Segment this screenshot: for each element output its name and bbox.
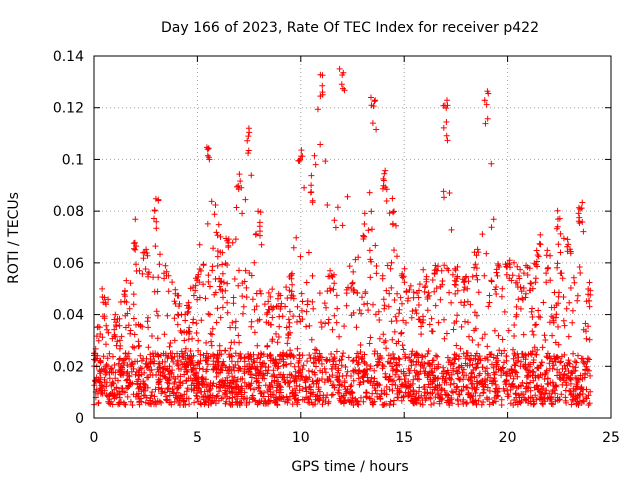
x-tick-label: 5	[193, 430, 202, 446]
x-tick-label: 15	[395, 430, 413, 446]
plot-frame	[93, 55, 612, 419]
y-tick-label: 0.08	[53, 204, 84, 220]
y-tick-label: 0.12	[53, 101, 84, 117]
axis-ticks: 0 5 10 15 20 25 0 0.02 0.04 0.06 0.08 0.1 0.12 0.14	[53, 49, 620, 446]
x-axis-label: GPS time / hours	[291, 459, 408, 475]
x-tick-label: 20	[499, 430, 517, 446]
data-points	[91, 65, 594, 409]
y-tick-label: 0.14	[53, 49, 84, 65]
y-axis-label: ROTI / TECUs	[6, 192, 22, 284]
x-tick-label: 25	[602, 430, 620, 446]
roti-data-points	[91, 65, 594, 409]
x-tick-label: 10	[292, 430, 310, 446]
chart-title: Day 166 of 2023, Rate Of TEC Index for r…	[161, 20, 539, 36]
y-tick-label: 0.1	[62, 152, 84, 168]
y-tick-label: 0.02	[53, 359, 84, 375]
y-tick-label: 0.04	[53, 308, 84, 324]
y-tick-label: 0	[75, 411, 84, 427]
grid-lines	[94, 56, 611, 418]
x-tick-label: 0	[90, 430, 99, 446]
y-tick-label: 0.06	[53, 256, 84, 272]
